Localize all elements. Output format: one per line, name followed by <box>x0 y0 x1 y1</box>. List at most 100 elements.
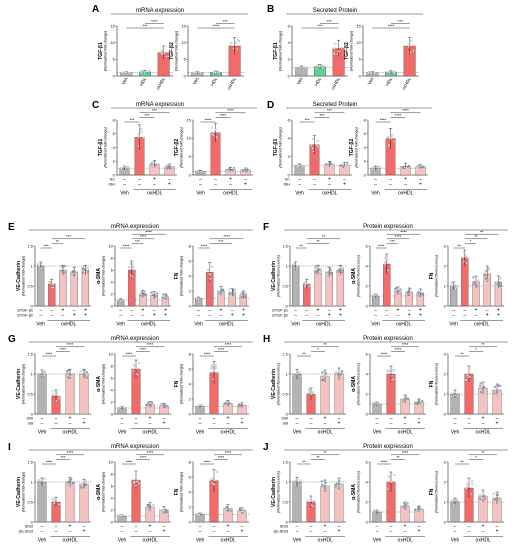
significance-label: **** <box>225 342 232 347</box>
treatment-marker: + <box>339 313 342 319</box>
data-point <box>387 144 390 147</box>
data-point <box>376 403 379 406</box>
data-point <box>310 144 313 147</box>
data-point <box>132 268 135 271</box>
significance-label: ** <box>323 450 327 455</box>
group-label-oxhdl: oxHDL <box>318 430 334 436</box>
data-point <box>405 507 408 510</box>
treatment-marker: – <box>197 313 200 319</box>
y-axis-sublabel: (Normalized fold-change) <box>102 364 106 404</box>
data-point <box>147 401 150 404</box>
data-point <box>471 483 474 486</box>
treatment-marker: – <box>119 308 122 314</box>
treatment-marker: – <box>305 313 308 319</box>
bar <box>37 373 47 415</box>
treatment-marker: – <box>208 308 211 314</box>
data-point <box>336 53 339 56</box>
y-tick-label: 8 <box>113 118 115 122</box>
data-point <box>323 485 326 488</box>
y-tick-label: 15 <box>111 24 115 28</box>
data-point <box>140 293 143 296</box>
chart-h-1: 0 0.5 1 1.5 VE-Cadherin (Normalized fluoresce… <box>271 342 346 436</box>
data-point <box>52 393 55 396</box>
data-point <box>37 263 40 266</box>
chart-e-1: 0 0.5 1 1.5 VE-Cadherin (Normalized fold-chan… <box>16 234 91 328</box>
data-point <box>232 47 235 50</box>
group-label-veh: Veh <box>291 322 300 328</box>
data-point <box>469 493 472 496</box>
y-axis-sublabel: (Normalized fold-change) <box>279 127 283 167</box>
significance-label: **** <box>46 459 53 464</box>
treatment-marker: – <box>55 421 58 427</box>
y-tick-label: 0 <box>113 173 115 177</box>
chart-i-2: 0 2 4 6 8 10 α-SMA (Normalized fold-change) ****… <box>96 450 171 544</box>
data-point <box>79 370 82 373</box>
treatment-marker: – <box>50 308 53 314</box>
treatment-marker: – <box>241 524 244 530</box>
y-tick-label: 8 <box>111 256 113 260</box>
data-point <box>417 506 420 509</box>
treatment-marker: + <box>324 524 327 530</box>
data-point <box>40 263 43 266</box>
y-tick-label: 2 <box>189 289 191 293</box>
data-point <box>232 167 235 170</box>
data-point <box>212 131 215 134</box>
data-point <box>152 165 155 168</box>
significance-label: ** <box>460 351 464 356</box>
treatment-marker: – <box>454 524 457 530</box>
data-point <box>208 272 211 275</box>
data-point <box>238 405 241 408</box>
data-point <box>75 274 78 277</box>
data-point <box>240 296 243 299</box>
treatment-marker: – <box>199 524 202 530</box>
data-point <box>333 47 336 50</box>
data-point <box>497 277 501 280</box>
data-point <box>142 136 145 139</box>
significance-label: **** <box>60 347 67 352</box>
category-label: Veh <box>192 76 200 86</box>
y-tick-label: 1.5 <box>283 244 288 248</box>
data-point <box>81 267 84 270</box>
y-tick-label: 1 <box>31 480 33 484</box>
y-axis-sublabel: (Normalized fold-change) <box>104 31 108 71</box>
treatment-marker: – <box>324 421 327 427</box>
significance-label: *** <box>305 117 310 122</box>
y-tick-label: 0 <box>364 173 366 177</box>
data-point <box>419 506 422 509</box>
data-point <box>209 277 212 280</box>
data-point <box>337 270 340 273</box>
data-point <box>415 509 418 512</box>
y-axis-label: α-SMA <box>96 484 102 500</box>
data-point <box>163 509 166 512</box>
group-label-veh: Veh <box>38 430 47 436</box>
significance-label: **** <box>204 351 211 356</box>
panel-label: B <box>267 4 274 15</box>
treatment-marker: + <box>227 416 230 422</box>
treatment-marker: – <box>468 421 471 427</box>
significance-label: **** <box>395 234 402 239</box>
data-point <box>144 290 147 293</box>
data-point <box>329 268 332 271</box>
significance-label: ** <box>302 459 306 464</box>
significance-label: *** <box>390 239 395 244</box>
y-tick-label: 1.5 <box>283 352 288 356</box>
y-tick-label: 0.5 <box>28 284 33 288</box>
data-point <box>408 42 411 45</box>
significance-label: **** <box>213 23 220 28</box>
treatment-row-label: SIS3 <box>280 525 288 529</box>
data-point <box>214 71 217 74</box>
bar <box>291 265 300 307</box>
y-tick-label: 10 <box>182 41 186 45</box>
y-tick-label: 10 <box>109 352 113 356</box>
data-point <box>57 503 61 506</box>
treatment-marker: – <box>454 416 457 422</box>
data-point <box>394 288 397 291</box>
data-point <box>390 473 393 476</box>
treatment-row-label: siTGF-β2 <box>17 314 33 318</box>
data-point <box>385 71 389 74</box>
y-tick-label: 6 <box>189 259 191 263</box>
data-point <box>454 394 457 397</box>
